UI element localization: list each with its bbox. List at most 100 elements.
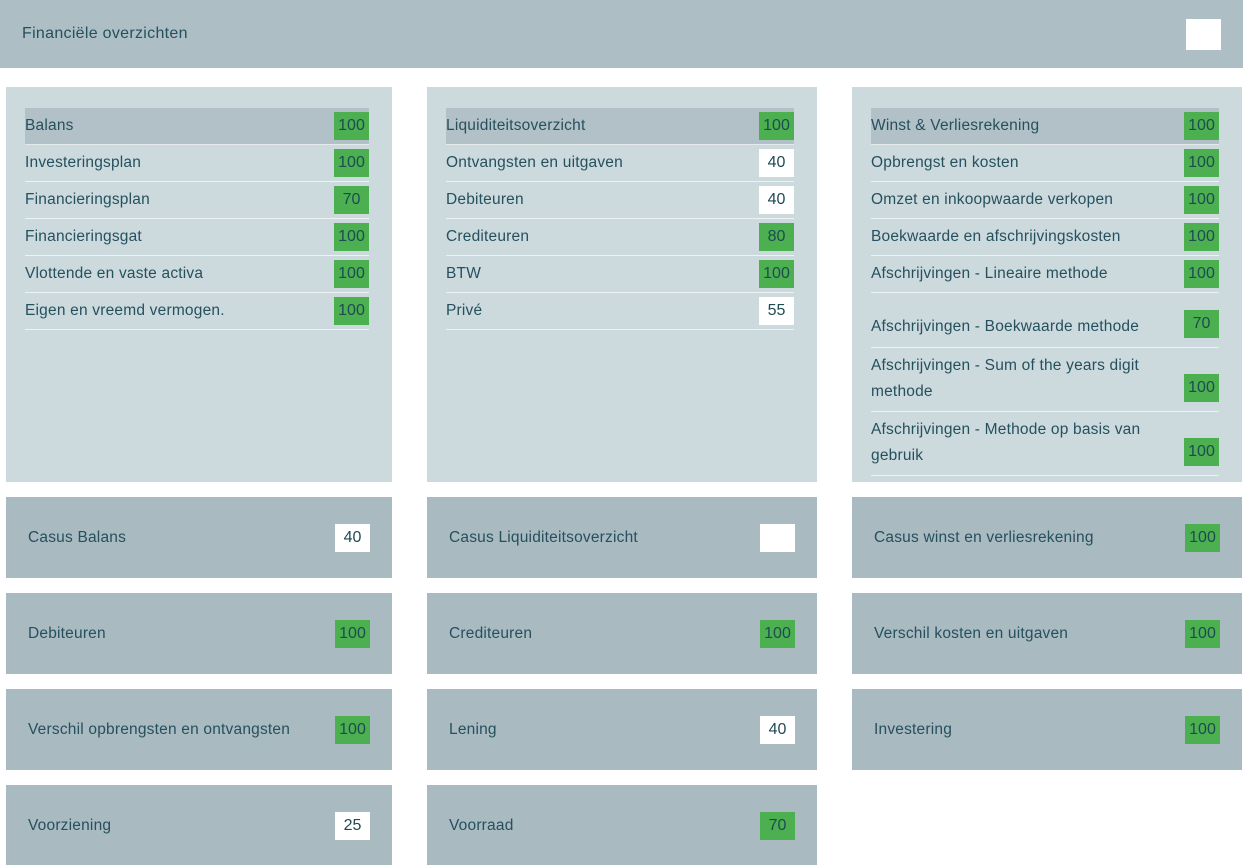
- item-label: Boekwaarde en afschrijvingskosten: [871, 228, 1121, 246]
- card-lening[interactable]: Lening 40: [427, 689, 817, 770]
- item-label: Winst & Verliesrekening: [871, 117, 1040, 135]
- score-badge: 100: [1184, 260, 1219, 288]
- score-badge: 100: [759, 112, 794, 140]
- score-badge: 100: [1184, 223, 1219, 251]
- list-item-investeringsplan[interactable]: Investeringsplan 100: [25, 145, 369, 182]
- score-badge: 100: [1184, 149, 1219, 177]
- score-badge: 100: [335, 619, 370, 648]
- list-item-vlottende-en-vaste-activa[interactable]: Vlottende en vaste activa 100: [25, 256, 369, 293]
- card-casus-winst-en-verliesrekening[interactable]: Casus winst en verliesrekening 100: [852, 497, 1242, 578]
- list-item-financieringsplan[interactable]: Financieringsplan 70: [25, 182, 369, 219]
- list-item-winst-verliesrekening[interactable]: Winst & Verliesrekening 100: [871, 108, 1219, 145]
- card-debiteuren[interactable]: Debiteuren 100: [6, 593, 392, 674]
- item-label: Afschrijvingen - Lineaire methode: [871, 265, 1108, 283]
- item-label: Afschrijvingen - Methode op basis van ge…: [871, 421, 1141, 464]
- item-label: Financieringsplan: [25, 191, 150, 209]
- item-label: Afschrijvingen - Sum of the years digit …: [871, 357, 1139, 400]
- item-label: Balans: [25, 117, 74, 135]
- card-label: Voorziening: [28, 816, 112, 834]
- list-item-financieringsgat[interactable]: Financieringsgat 100: [25, 219, 369, 256]
- score-badge: 70: [760, 811, 795, 840]
- score-badge: 100: [1184, 438, 1219, 467]
- score-badge: 100: [1184, 374, 1219, 403]
- list-item-prive[interactable]: Privé 55: [446, 293, 794, 330]
- list-item-ontvangsten-en-uitgaven[interactable]: Ontvangsten en uitgaven 40: [446, 145, 794, 182]
- item-label: Privé: [446, 302, 483, 320]
- item-label: Eigen en vreemd vermogen.: [25, 302, 225, 320]
- score-badge: 100: [1185, 523, 1220, 552]
- card-label: Lening: [449, 720, 497, 738]
- item-label: Opbrengst en kosten: [871, 154, 1019, 172]
- score-badge: 100: [334, 149, 369, 177]
- score-badge: 40: [335, 523, 370, 552]
- score-badge: 40: [760, 715, 795, 744]
- item-label: Omzet en inkoopwaarde verkopen: [871, 191, 1114, 209]
- score-badge: 100: [1184, 186, 1219, 214]
- list-item-afschrijvingen-sum-of-years[interactable]: Afschrijvingen - Sum of the years digit …: [871, 348, 1219, 413]
- score-badge: 70: [1184, 310, 1219, 338]
- score-badge: 100: [334, 112, 369, 140]
- list-item-btw[interactable]: BTW 100: [446, 256, 794, 293]
- card-label: Casus winst en verliesrekening: [874, 528, 1094, 546]
- item-label: Vlottende en vaste activa: [25, 265, 204, 283]
- list-item-liquiditeitsoverzicht[interactable]: Liquiditeitsoverzicht 100: [446, 108, 794, 145]
- list-item-eigen-en-vreemd-vermogen[interactable]: Eigen en vreemd vermogen. 100: [25, 293, 369, 330]
- card-investering[interactable]: Investering 100: [852, 689, 1242, 770]
- list-item-omzet-en-inkoopwaarde[interactable]: Omzet en inkoopwaarde verkopen 100: [871, 182, 1219, 219]
- header-score-badge: [1186, 18, 1221, 50]
- card-voorziening[interactable]: Voorziening 25: [6, 785, 392, 865]
- score-badge: 100: [760, 619, 795, 648]
- score-badge: 100: [334, 297, 369, 325]
- item-label: Debiteuren: [446, 191, 524, 209]
- topic-panels: Balans 100 Investeringsplan 100 Financie…: [6, 87, 1242, 482]
- card-label: Verschil opbrengsten en ontvangsten: [28, 720, 291, 738]
- card-label: Crediteuren: [449, 624, 533, 642]
- panel-balans-group: Balans 100 Investeringsplan 100 Financie…: [6, 87, 392, 482]
- score-badge: 100: [334, 223, 369, 251]
- panel-liquiditeit-group: Liquiditeitsoverzicht 100 Ontvangsten en…: [427, 87, 817, 482]
- topic-cards: Casus Balans 40 Casus Liquiditeitsoverzi…: [6, 497, 1242, 865]
- card-verschil-kosten-en-uitgaven[interactable]: Verschil kosten en uitgaven 100: [852, 593, 1242, 674]
- card-casus-liquiditeitsoverzicht[interactable]: Casus Liquiditeitsoverzicht: [427, 497, 817, 578]
- header: Financiële overzichten: [0, 0, 1243, 68]
- card-label: Verschil kosten en uitgaven: [874, 624, 1069, 642]
- item-label: BTW: [446, 265, 482, 283]
- score-badge: 100: [759, 260, 794, 288]
- item-label: Ontvangsten en uitgaven: [446, 154, 623, 172]
- list-item-balans[interactable]: Balans 100: [25, 108, 369, 145]
- list-item-afschrijvingen-boekwaarde[interactable]: Afschrijvingen - Boekwaarde methode 70: [871, 293, 1219, 348]
- card-voorraad[interactable]: Voorraad 70: [427, 785, 817, 865]
- score-badge: 100: [1185, 619, 1220, 648]
- card-label: Voorraad: [449, 816, 514, 834]
- list-item-afschrijvingen-lineair[interactable]: Afschrijvingen - Lineaire methode 100: [871, 256, 1219, 293]
- list-item-crediteuren[interactable]: Crediteuren 80: [446, 219, 794, 256]
- list-item-afschrijvingen-gebruik[interactable]: Afschrijvingen - Methode op basis van ge…: [871, 412, 1219, 477]
- item-label: Financieringsgat: [25, 228, 142, 246]
- score-badge: 55: [759, 297, 794, 325]
- score-badge: 100: [334, 260, 369, 288]
- score-badge: [760, 523, 795, 552]
- item-label: Crediteuren: [446, 228, 530, 246]
- card-label: Casus Liquiditeitsoverzicht: [449, 528, 638, 546]
- item-label: Afschrijvingen - Boekwaarde methode: [871, 318, 1140, 336]
- item-label: Liquiditeitsoverzicht: [446, 117, 586, 135]
- content: Balans 100 Investeringsplan 100 Financie…: [6, 87, 1242, 865]
- card-verschil-opbrengsten-en-ontvangsten[interactable]: Verschil opbrengsten en ontvangsten 100: [6, 689, 392, 770]
- score-badge: 100: [335, 715, 370, 744]
- card-casus-balans[interactable]: Casus Balans 40: [6, 497, 392, 578]
- list-item-boekwaarde-en-afschrijvingskosten[interactable]: Boekwaarde en afschrijvingskosten 100: [871, 219, 1219, 256]
- card-label: Casus Balans: [28, 528, 127, 546]
- score-badge: 40: [759, 149, 794, 177]
- card-label: Debiteuren: [28, 624, 106, 642]
- score-badge: 100: [1184, 112, 1219, 140]
- score-badge: 40: [759, 186, 794, 214]
- empty-grid-cell: [852, 785, 1242, 865]
- list-item-opbrengst-en-kosten[interactable]: Opbrengst en kosten 100: [871, 145, 1219, 182]
- card-label: Investering: [874, 720, 953, 738]
- score-badge: 70: [334, 186, 369, 214]
- list-item-debiteuren[interactable]: Debiteuren 40: [446, 182, 794, 219]
- page-title: Financiële overzichten: [22, 25, 188, 42]
- item-label: Investeringsplan: [25, 154, 142, 172]
- score-badge: 100: [1185, 715, 1220, 744]
- card-crediteuren[interactable]: Crediteuren 100: [427, 593, 817, 674]
